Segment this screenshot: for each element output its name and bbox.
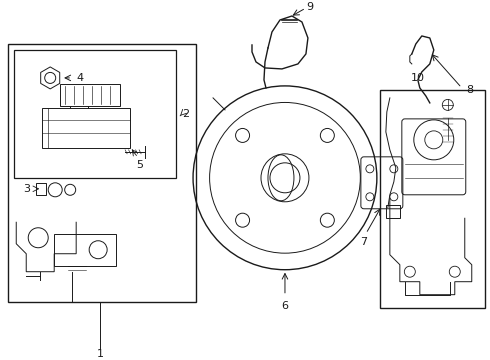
Text: 9: 9: [306, 2, 314, 12]
Bar: [36, 183, 46, 195]
Text: 10: 10: [411, 73, 425, 83]
Text: 8: 8: [466, 85, 473, 95]
Text: 5: 5: [137, 160, 144, 170]
Text: 7: 7: [360, 237, 368, 247]
Bar: [380, 90, 485, 308]
Text: 3: 3: [23, 184, 30, 194]
Bar: [54, 234, 116, 266]
Bar: [8, 44, 196, 302]
Text: 4: 4: [76, 73, 83, 83]
Text: 6: 6: [281, 301, 289, 311]
Bar: [14, 50, 176, 178]
Text: 2: 2: [182, 109, 189, 119]
Bar: [42, 108, 130, 148]
Text: 1: 1: [97, 348, 104, 359]
